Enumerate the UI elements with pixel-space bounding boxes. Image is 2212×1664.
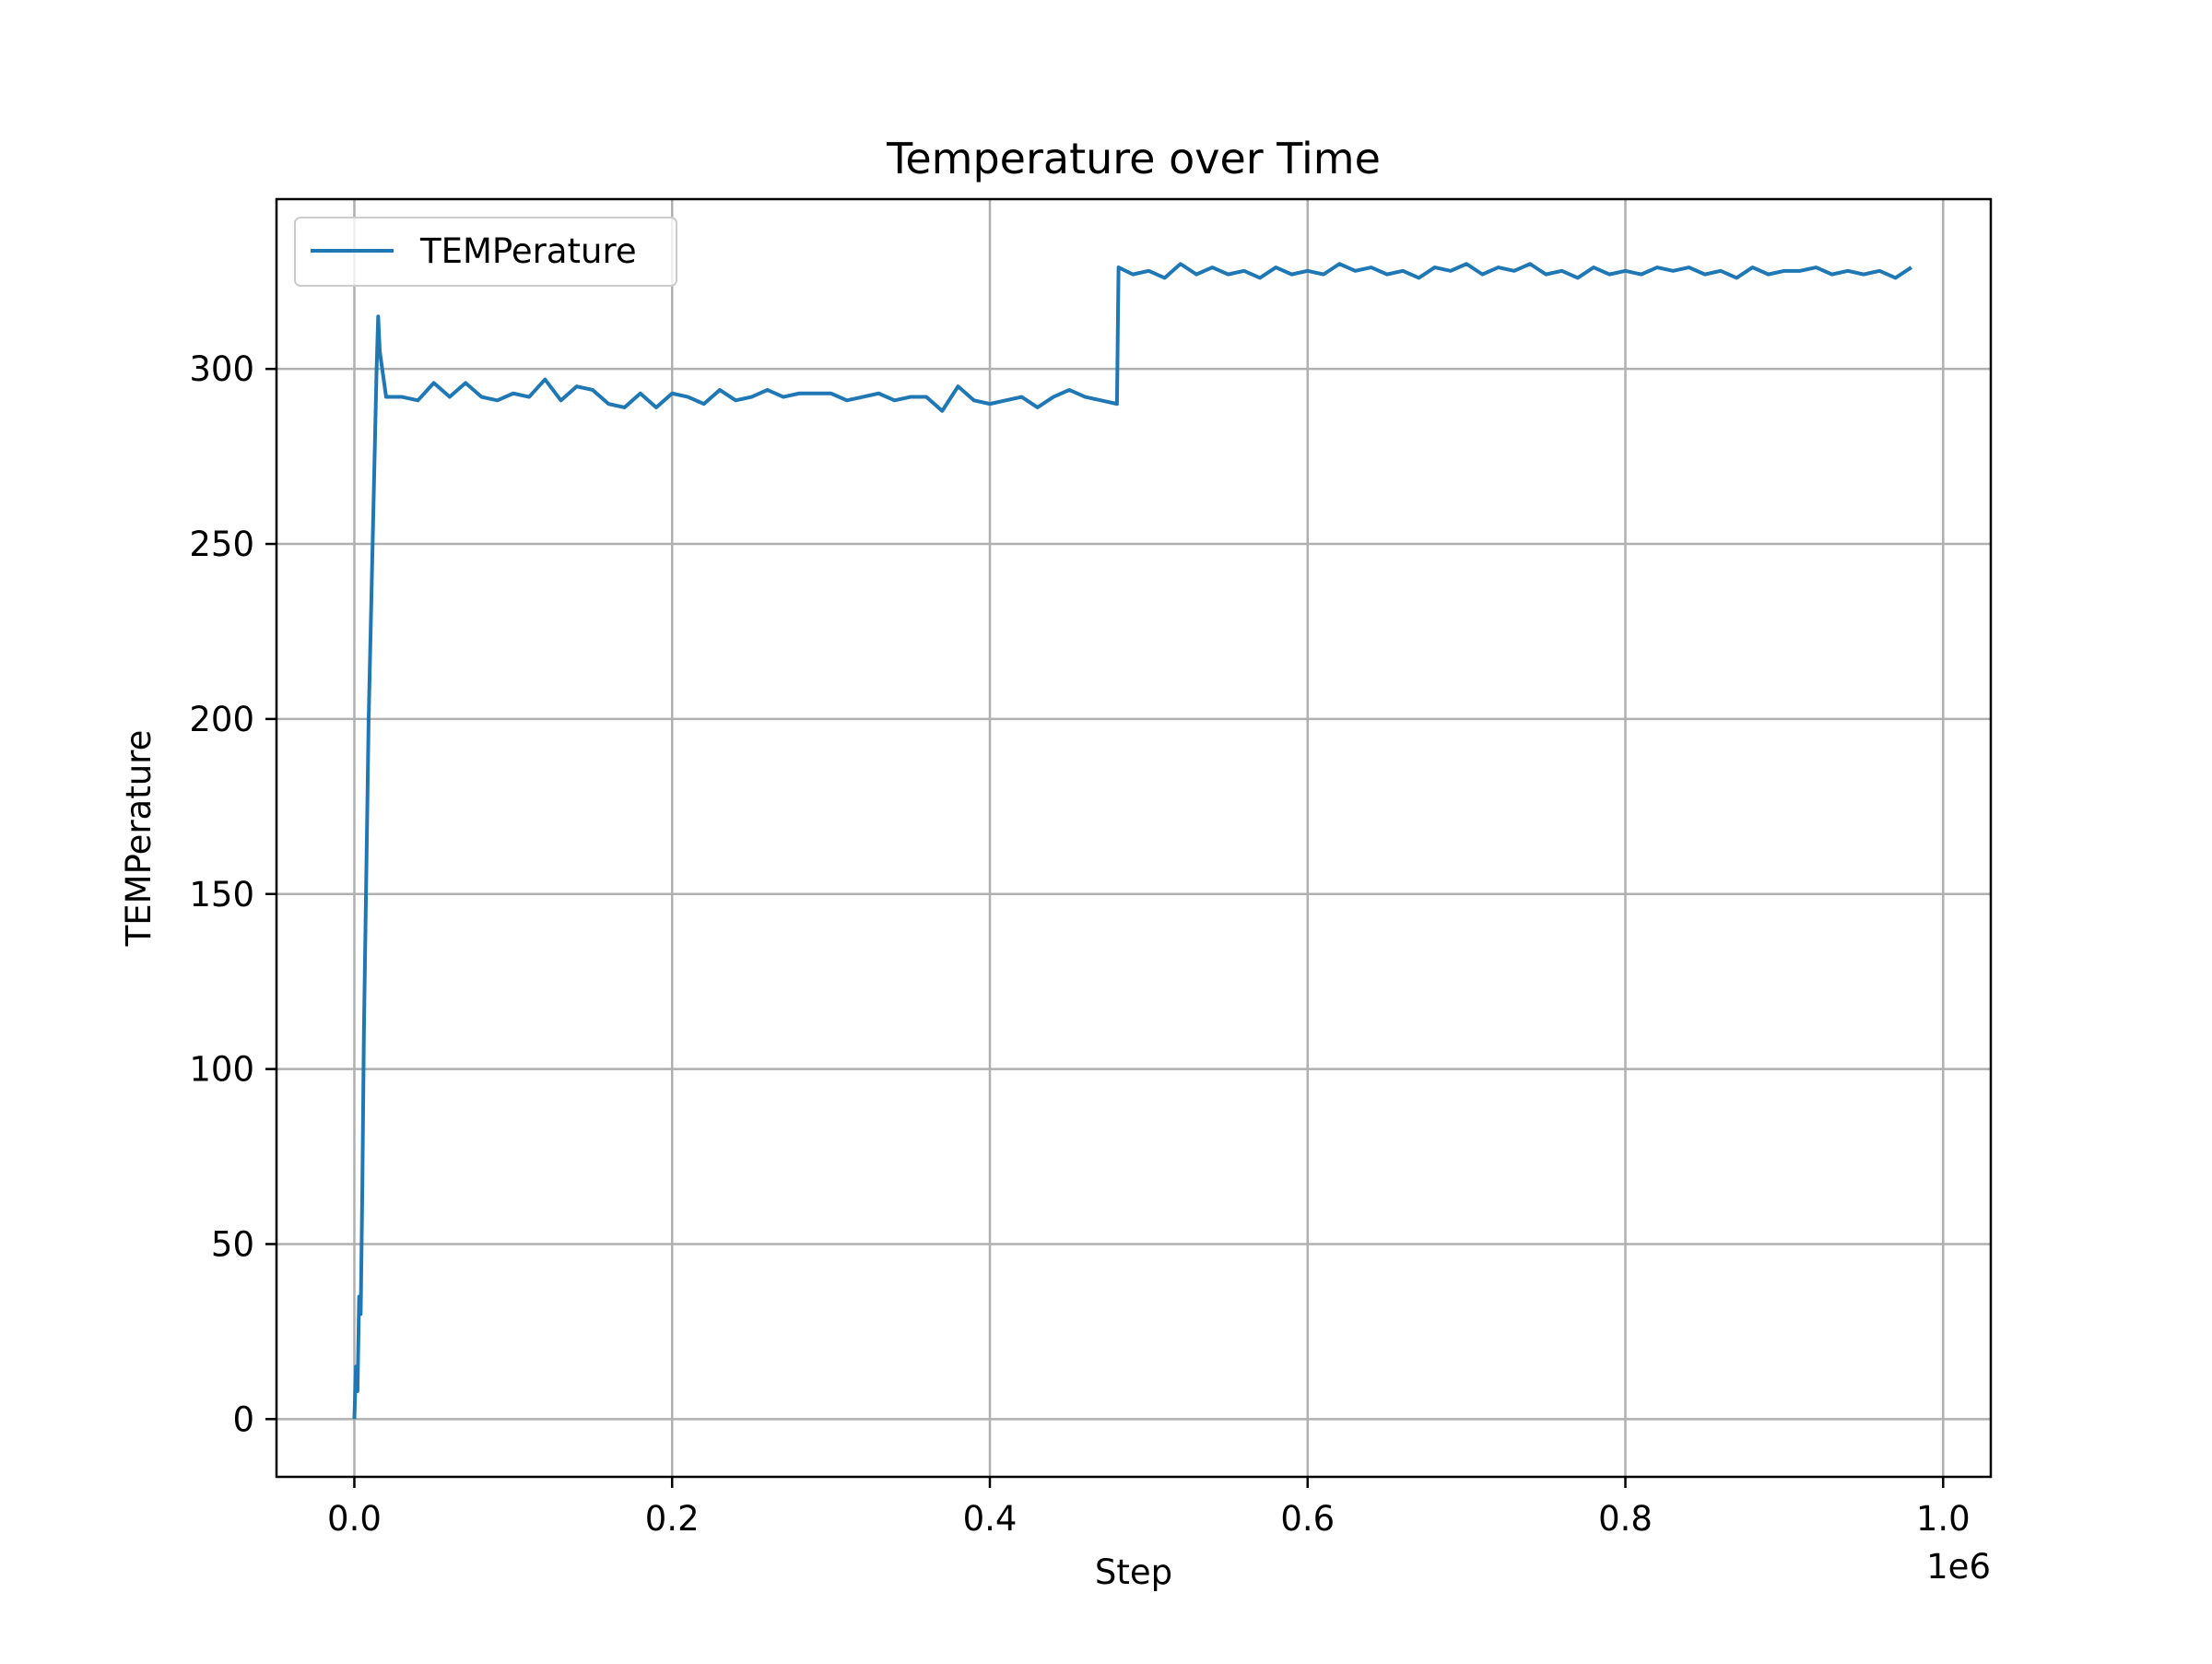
x-tick-label: 0.6 (1280, 1499, 1335, 1539)
y-tick-label: 100 (189, 1050, 254, 1090)
legend: TEMPerature (294, 217, 677, 287)
y-axis-ticks: 0 50 100 150 200 250 300 (189, 349, 276, 1439)
legend-label: TEMPerature (419, 231, 637, 271)
series-line-temperature (352, 262, 1912, 1420)
y-tick-label: 150 (189, 875, 254, 915)
y-tick-label: 0 (232, 1399, 254, 1439)
x-axis-label: Step (1095, 1552, 1172, 1592)
y-tick-label: 300 (189, 349, 254, 389)
x-axis-ticks: 0.0 0.2 0.4 0.6 0.8 1.0 (327, 1477, 1971, 1539)
x-axis-offset-label: 1e6 (1926, 1547, 1991, 1587)
x-tick-label: 0.4 (963, 1499, 1018, 1539)
y-axis-label: TEMPerature (119, 730, 159, 948)
y-tick-label: 250 (189, 525, 254, 564)
grid (276, 199, 1991, 1477)
plot-frame (275, 197, 1993, 1479)
chart-title: Temperature over Time (886, 134, 1381, 183)
x-tick-label: 0.2 (645, 1499, 700, 1539)
y-tick-label: 50 (211, 1224, 254, 1264)
x-tick-label: 0.8 (1598, 1499, 1653, 1539)
x-tick-label: 1.0 (1916, 1499, 1971, 1539)
y-tick-label: 200 (189, 700, 254, 739)
legend-box (294, 217, 677, 287)
series-layer (352, 262, 1912, 1420)
x-tick-label: 0.0 (327, 1499, 382, 1539)
